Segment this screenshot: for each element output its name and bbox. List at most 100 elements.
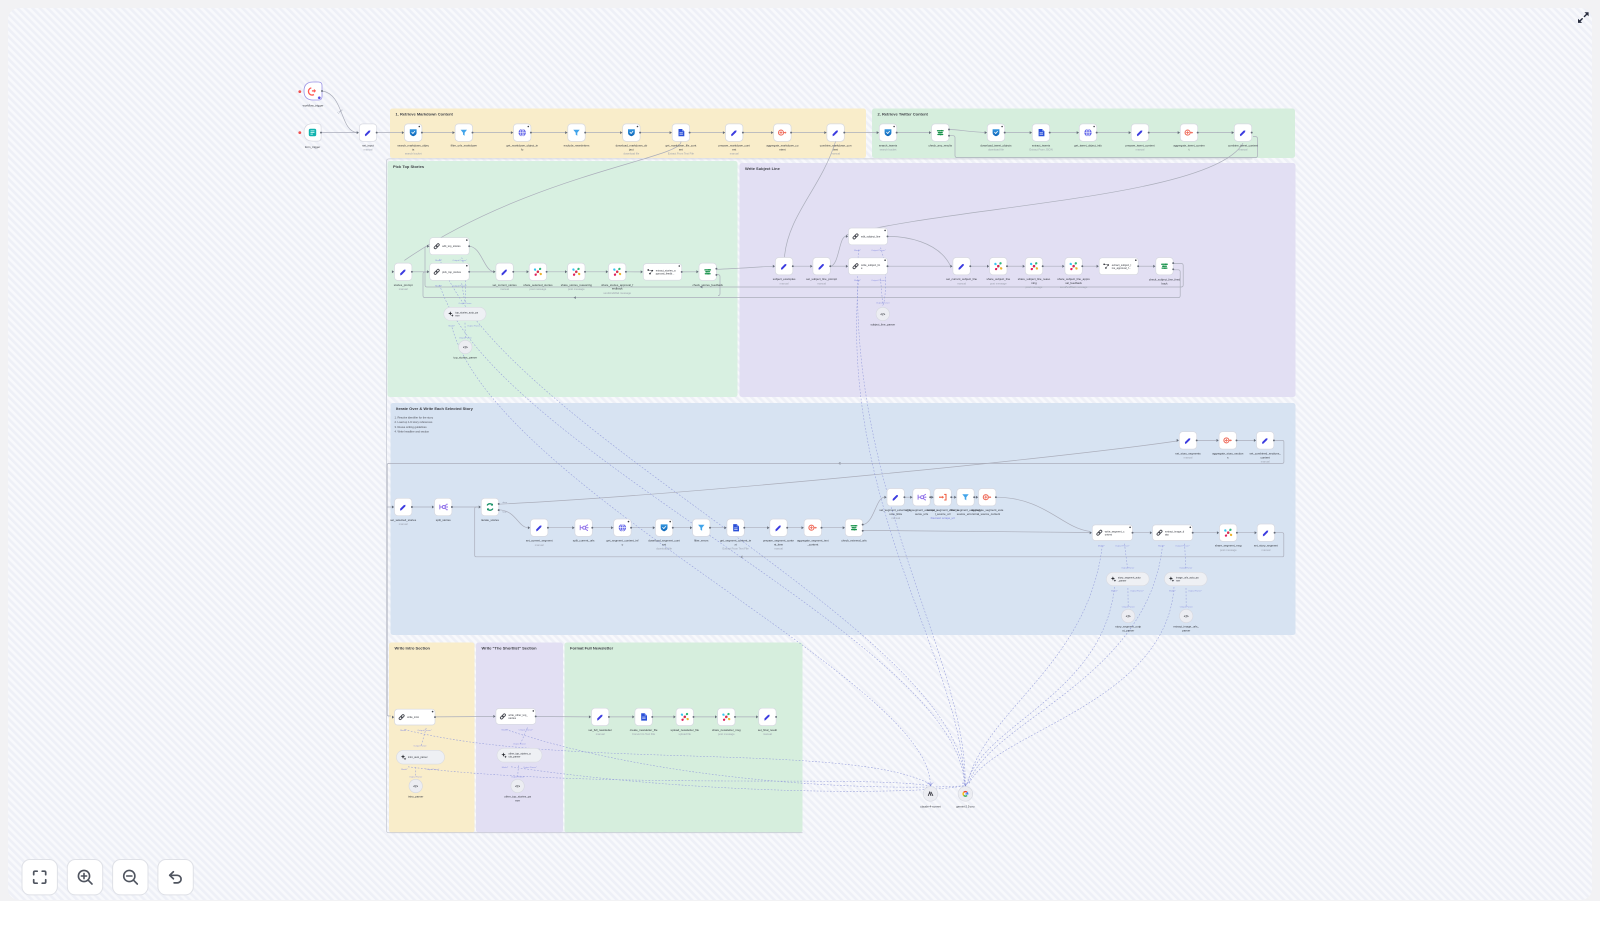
svg-text:stories: stories xyxy=(508,716,516,720)
svg-text:download_tweet_objects: download_tweet_objects xyxy=(980,144,1012,148)
svg-text:prepare_tweet_content: prepare_tweet_content xyxy=(1125,144,1154,148)
svg-text:combine_markdown_con: combine_markdown_con xyxy=(820,144,852,148)
svg-text:Output Parser: Output Parser xyxy=(513,743,526,746)
svg-text:upload_newsletter_file: upload_newsletter_file xyxy=(671,728,700,732)
svg-text:post message: post message xyxy=(718,732,735,736)
svg-text:share_newsletter_msg: share_newsletter_msg xyxy=(712,728,741,732)
svg-text:s: s xyxy=(1227,455,1229,459)
svg-text:loop: loop xyxy=(503,512,508,514)
svg-text:post message: post message xyxy=(1220,548,1237,552)
svg-text:nt_item: nt_item xyxy=(774,543,784,547)
svg-text:Model*: Model* xyxy=(1111,591,1118,593)
svg-text:manual: manual xyxy=(399,287,408,291)
svg-text:check_external_urls: check_external_urls xyxy=(841,539,867,543)
svg-text:4. Write headline and section: 4. Write headline and section xyxy=(395,430,430,434)
svg-text:set_input: set_input xyxy=(362,144,374,148)
svg-text:scrape_segment_externa: scrape_segment_externa xyxy=(927,508,960,512)
svg-text:prepare_segment_conte: prepare_segment_conte xyxy=(763,539,794,543)
svg-text:manual: manual xyxy=(1136,148,1145,152)
svg-text:split_stories: split_stories xyxy=(436,518,452,522)
svg-text:manual: manual xyxy=(817,281,826,285)
svg-text:back: back xyxy=(1161,282,1168,286)
svg-text:tent: tent xyxy=(833,147,838,151)
svg-text:Write “The Shortlist” Section: Write “The Shortlist” Section xyxy=(482,646,538,651)
svg-text:post message: post message xyxy=(568,287,585,291)
svg-text:set_final_result: set_final_result xyxy=(758,728,777,732)
svg-text:ent: ent xyxy=(662,543,666,547)
svg-text:Model*: Model* xyxy=(1169,591,1176,593)
svg-text:2. Retrieve Twitter Content: 2. Retrieve Twitter Content xyxy=(878,112,929,117)
svg-text:create_newsletter_file: create_newsletter_file xyxy=(630,728,658,732)
svg-text:check_stories_feedback: check_stories_feedback xyxy=(692,283,723,287)
svg-text:intro_parser: intro_parser xyxy=(408,795,423,799)
svg-text:get_markdown_object_in: get_markdown_object_in xyxy=(506,144,538,148)
svg-text:Output Parser: Output Parser xyxy=(876,301,890,304)
svg-text:search_tweets: search_tweets xyxy=(879,144,898,148)
svg-text:iterate_stories: iterate_stories xyxy=(481,518,499,522)
svg-text:aggregate_segment_text: aggregate_segment_text xyxy=(797,539,829,543)
svg-text:Output Parser: Output Parser xyxy=(1121,567,1134,570)
svg-text:ts: ts xyxy=(412,147,415,151)
svg-text:download_segment_cont: download_segment_cont xyxy=(648,539,680,543)
svg-text:download file: download file xyxy=(988,148,1004,152)
svg-text:1 item: 1 item xyxy=(337,109,344,115)
svg-text:prepare_markdown_cont: prepare_markdown_cont xyxy=(718,144,750,148)
svg-text:upload file: upload file xyxy=(679,732,692,736)
svg-text:filter_errors: filter_errors xyxy=(694,539,709,543)
svg-text:Model*: Model* xyxy=(854,280,861,282)
svg-text:ut_parser: ut_parser xyxy=(1122,629,1134,633)
svg-text:set_full_newsletter: set_full_newsletter xyxy=(588,728,612,732)
svg-text:set_story_segments: set_story_segments xyxy=(1175,451,1201,455)
svg-text:</>: </> xyxy=(1184,614,1189,618)
svg-text:story_segment_auto: story_segment_auto xyxy=(1118,576,1141,579)
svg-text:set_current_stories: set_current_stories xyxy=(493,283,518,287)
svg-text:share_subject_line: share_subject_line xyxy=(986,277,1010,281)
svg-text:ine_approval_f...: ine_approval_f... xyxy=(1112,266,1131,270)
svg-text:manual: manual xyxy=(957,281,966,285)
svg-text:split_current_urls: split_current_urls xyxy=(573,539,595,543)
svg-text:Extract From Text File: Extract From Text File xyxy=(723,547,750,551)
svg-text:search bucket: search bucket xyxy=(405,152,422,156)
svg-text:set_segment_external_so: set_segment_external_so xyxy=(879,508,912,512)
svg-text:Convert to Text File: Convert to Text File xyxy=(632,732,656,736)
svg-text:set_current_subject_line: set_current_subject_line xyxy=(946,277,977,281)
svg-text:content: content xyxy=(1261,455,1271,459)
svg-text:manual: manual xyxy=(774,547,783,551)
svg-text:1. Retrieve Markdown Content: 1. Retrieve Markdown Content xyxy=(396,112,454,117)
svg-text:o: o xyxy=(622,543,624,547)
svg-text:aggregate_markdown_co: aggregate_markdown_co xyxy=(766,144,799,148)
svg-text:Output Parser*: Output Parser* xyxy=(426,768,440,771)
svg-text:share_subject_line_appro: share_subject_line_appro xyxy=(1057,277,1090,281)
svg-text:Model*: Model* xyxy=(435,286,442,288)
svg-text:other_top_stories_a: other_top_stories_a xyxy=(509,753,532,756)
svg-text:split_segment_external_s: split_segment_external_s xyxy=(905,508,938,512)
svg-text:intro_auto_parser: intro_auto_parser xyxy=(408,756,428,759)
svg-text:write_subject_lin: write_subject_lin xyxy=(861,263,881,267)
svg-text:share_subject_line_reaso: share_subject_line_reaso xyxy=(1018,277,1051,281)
svg-text:ontent: ontent xyxy=(1105,533,1112,537)
svg-text:download file: download file xyxy=(624,152,640,156)
svg-text:Pick Top Stories: Pick Top Stories xyxy=(393,164,425,169)
svg-text:aggregate_story_section: aggregate_story_section xyxy=(1212,451,1244,455)
svg-text:search_markdown_objec: search_markdown_objec xyxy=(397,144,429,148)
svg-text:share_stories_reasoning: share_stories_reasoning xyxy=(561,283,593,287)
svg-text:manual: manual xyxy=(1261,548,1270,552)
svg-text:manual: manual xyxy=(535,543,544,547)
svg-text:parser: parser xyxy=(1182,629,1190,633)
svg-text:stories_prompt: stories_prompt xyxy=(394,283,413,287)
svg-text:set_combined_sections_: set_combined_sections_ xyxy=(1250,451,1282,455)
svg-text:manual: manual xyxy=(364,148,373,152)
svg-text:set_current_segment: set_current_segment xyxy=(526,539,553,543)
svg-text:Output Parser: Output Parser xyxy=(511,775,524,778)
svg-text:write_intro: write_intro xyxy=(407,715,420,719)
svg-text:source_errors: source_errors xyxy=(957,512,975,516)
svg-text:search bucket: search bucket xyxy=(880,148,897,152)
svg-text:rnal_source_content: rnal_source_content xyxy=(974,512,1000,516)
svg-text:extract_subject_l: extract_subject_l xyxy=(1112,263,1132,267)
svg-text:Output Parser*: Output Parser* xyxy=(417,729,432,732)
svg-text:edit_subject_line: edit_subject_line xyxy=(861,234,881,238)
svg-text:Output Parser*: Output Parser* xyxy=(1115,545,1130,548)
svg-text:Model*: Model* xyxy=(854,250,861,252)
svg-text:edit_top_stories: edit_top_stories xyxy=(442,244,461,248)
svg-text:manual: manual xyxy=(1184,456,1193,460)
